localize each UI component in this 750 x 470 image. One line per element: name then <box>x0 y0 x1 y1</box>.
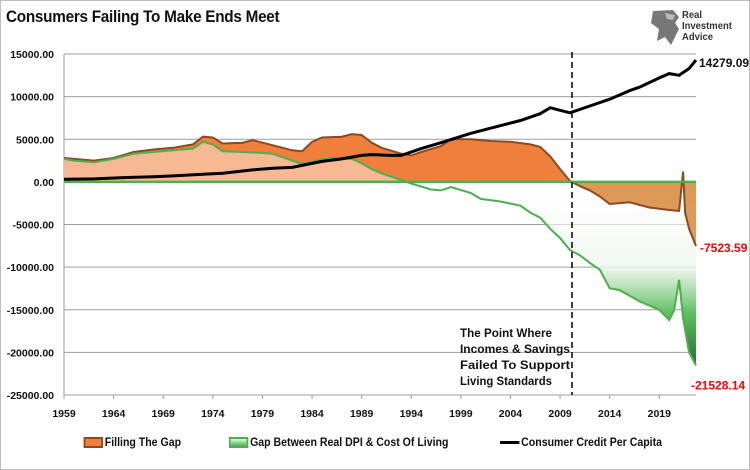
legend-label: Gap Between Real DPI & Cost Of Living <box>249 435 449 449</box>
gap-end-label: -21528.14 <box>691 378 745 392</box>
y-tick-label: 0.00 <box>34 177 55 189</box>
x-tick-label: 1984 <box>300 408 324 420</box>
credit-end-label: 14279.09 <box>699 56 749 70</box>
plot-area: 15000.00 10000.00 5000.00 0.00 -5000.00 -1000… <box>7 49 749 420</box>
filling-the-gap-negative-area <box>64 181 696 246</box>
x-tick-label: 1989 <box>350 408 374 420</box>
legend-item-filling-the-gap: Filling The Gap <box>83 435 181 449</box>
x-tick-label: 2009 <box>548 408 572 420</box>
annotation-text: The Point Where <box>460 326 552 340</box>
legend-swatch <box>500 440 520 444</box>
legend-label: Consumer Credit Per Capita <box>521 435 663 449</box>
y-tick-label: -5000.00 <box>13 220 55 232</box>
x-tick-label: 1974 <box>201 408 225 420</box>
x-tick-label: 2019 <box>648 408 672 420</box>
y-tick-label: -20000.00 <box>7 347 54 359</box>
gap-area <box>64 141 696 366</box>
y-tick-label: 10000.00 <box>10 92 54 104</box>
consumer-credit-line <box>63 59 698 181</box>
legend-swatch <box>228 436 248 448</box>
x-tick-label: 1979 <box>251 408 275 420</box>
annotation-text: Living Standards <box>460 374 552 388</box>
y-tick-label: 15000.00 <box>10 49 54 61</box>
y-tick-label: -15000.00 <box>7 305 54 317</box>
y-tick-label: -10000.00 <box>7 262 54 274</box>
legend-swatch <box>83 436 103 448</box>
x-tick-label: 1969 <box>152 408 176 420</box>
legend: Filling The Gap Gap Between Real DPI & C… <box>1 435 749 449</box>
legend-label: Filling The Gap <box>104 435 181 449</box>
logo-text: Real Investment Advice <box>682 10 732 43</box>
x-tick-label: 1999 <box>449 408 473 420</box>
legend-item-gap: Gap Between Real DPI & Cost Of Living <box>228 435 449 449</box>
x-tick-label: 2004 <box>499 408 523 420</box>
logo-line: Real <box>682 9 702 21</box>
logo-line: Investment <box>682 20 732 32</box>
annotation-text: Incomes & Savings <box>460 342 570 356</box>
x-tick-label: 2014 <box>598 408 622 420</box>
x-tick-label: 1994 <box>400 408 424 420</box>
x-tick-label: 1964 <box>102 408 126 420</box>
annotation-text: Failed To Support <box>460 358 570 372</box>
eagle-logo-icon <box>651 10 679 45</box>
logo-line: Advice <box>682 31 713 43</box>
legend-item-consumer-credit: Consumer Credit Per Capita <box>500 435 662 449</box>
y-tick-label: -25000.00 <box>7 390 54 402</box>
chart-title: Consumers Failing To Make Ends Meet <box>6 7 280 26</box>
gap-line <box>63 140 697 366</box>
x-tick-label: 1959 <box>52 408 76 420</box>
y-tick-label: 5000.00 <box>16 134 54 146</box>
filling-end-label: -7523.59 <box>700 241 748 255</box>
